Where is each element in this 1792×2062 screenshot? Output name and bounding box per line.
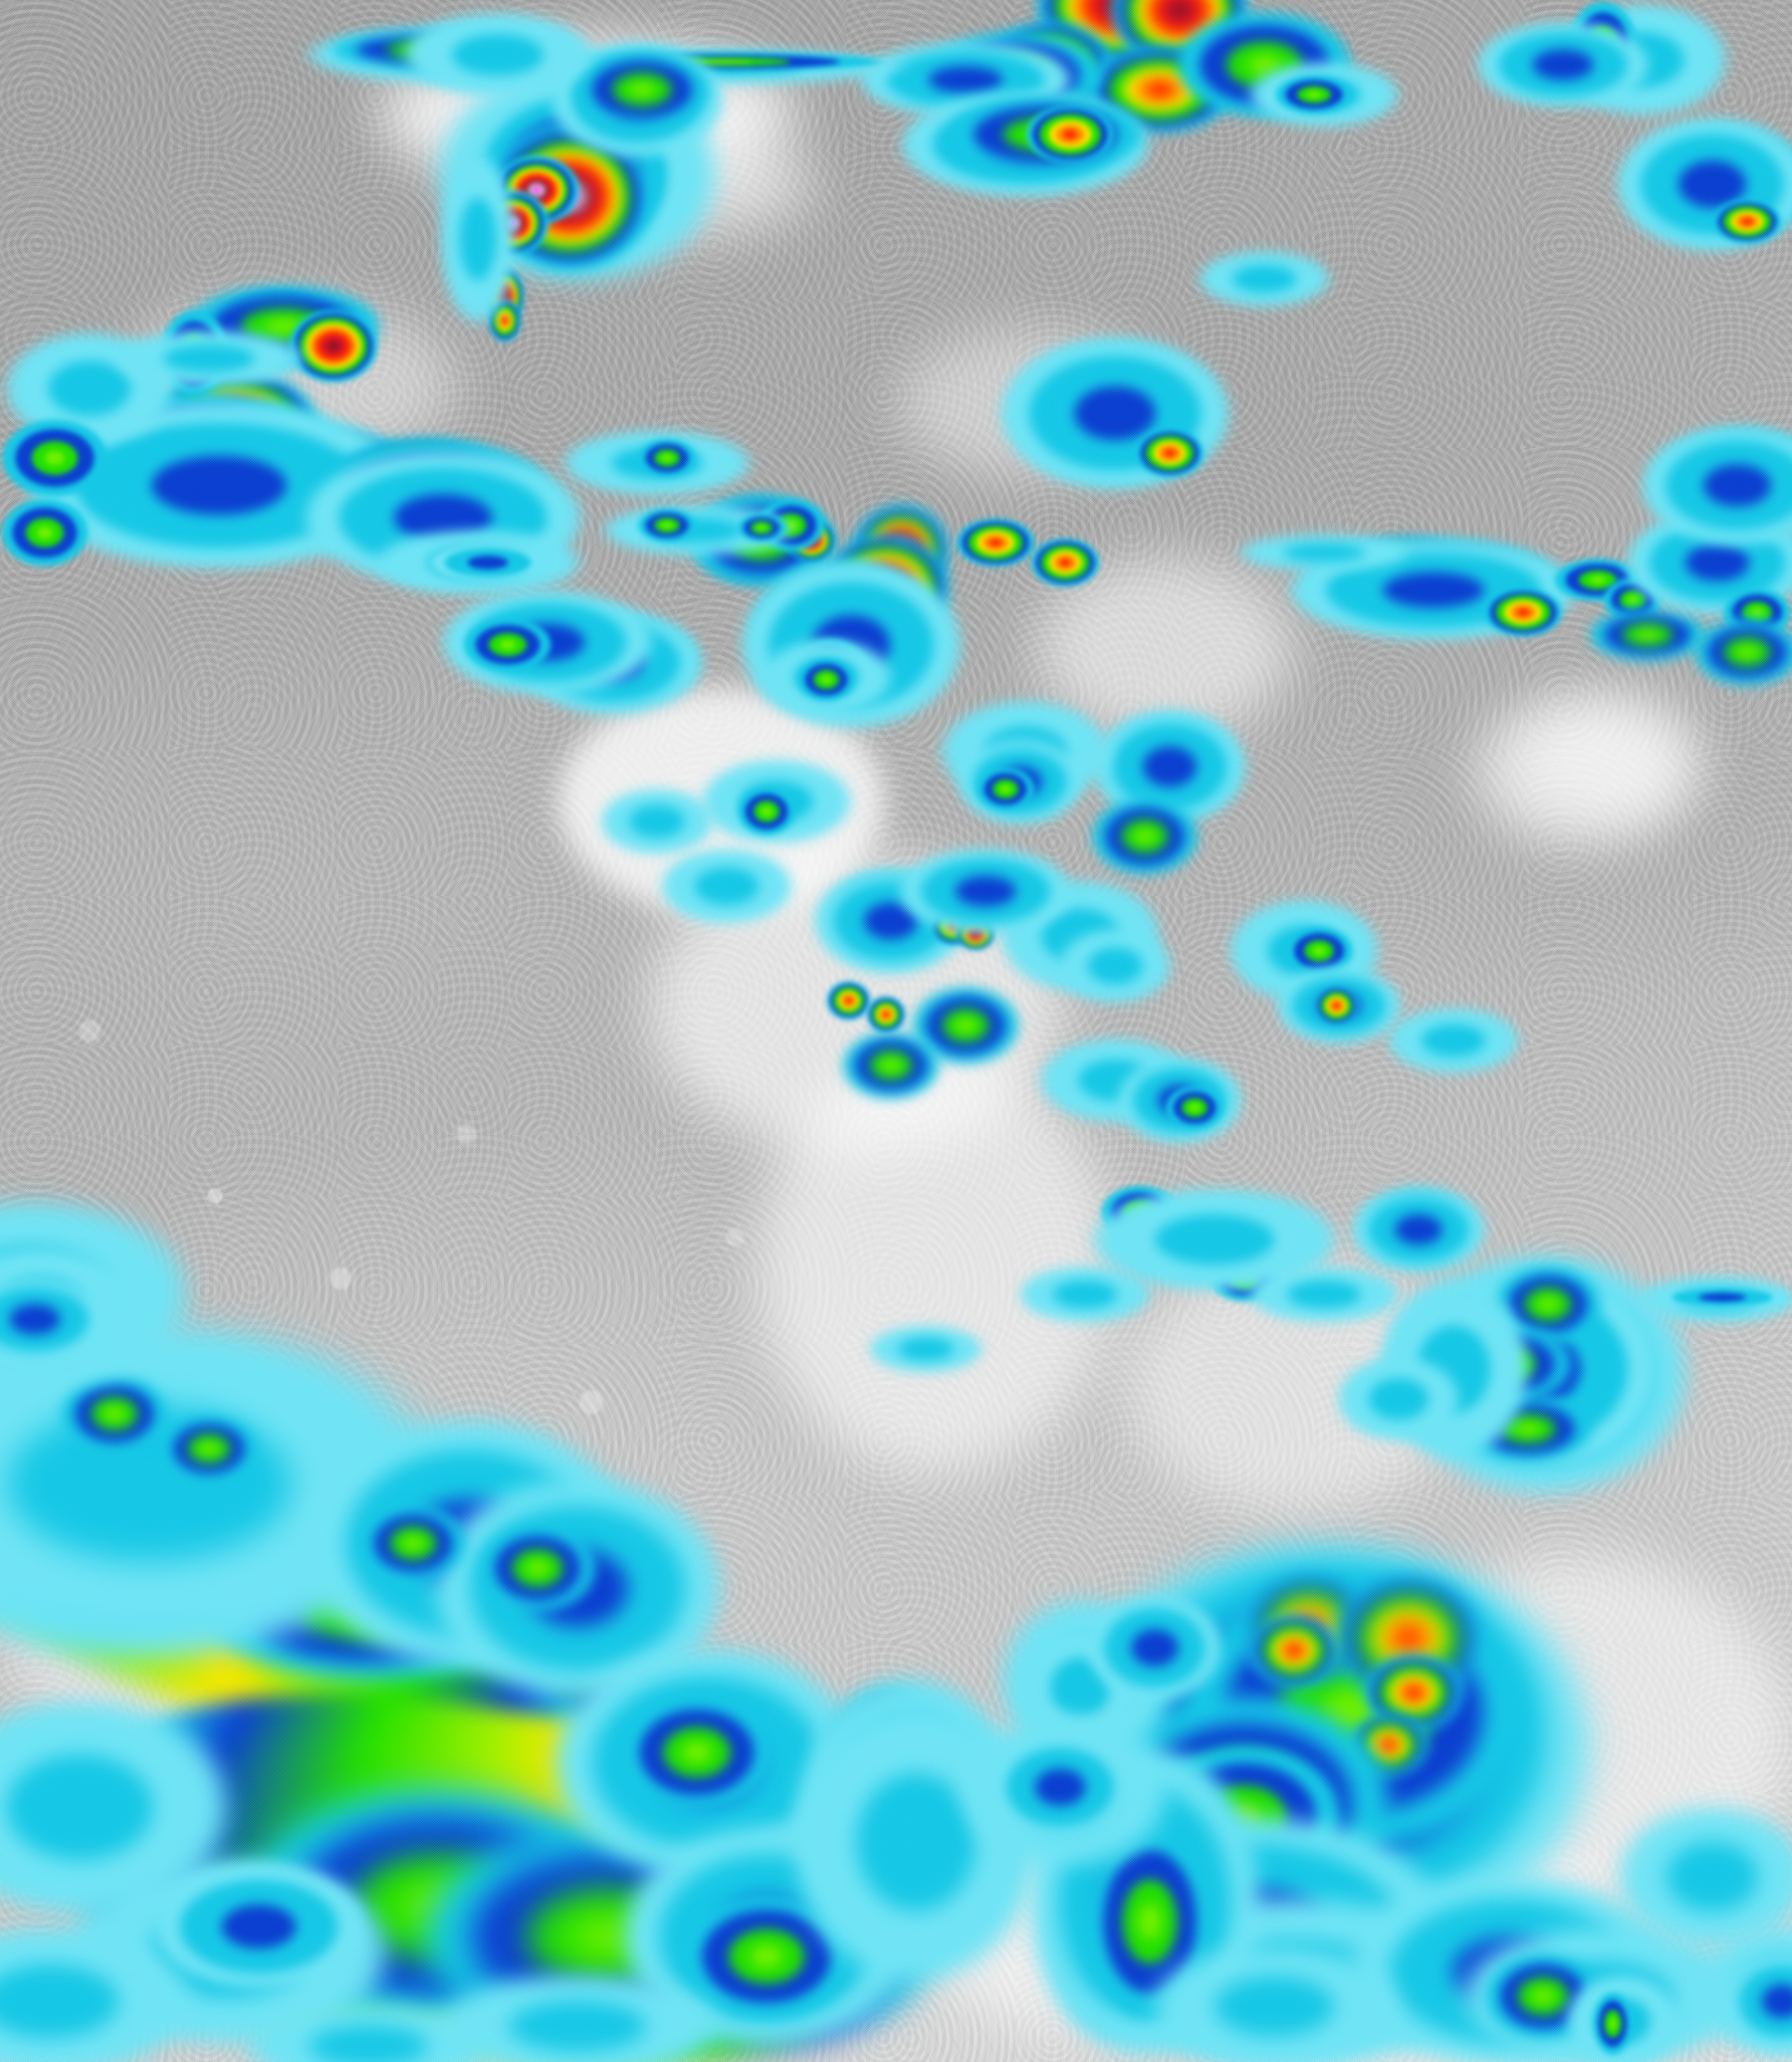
tropical-cyclone [398, 10, 727, 343]
north-convective-band [299, 0, 1354, 199]
island-chain-cells [866, 1185, 1488, 1374]
cloud-street-texture [0, 0, 1792, 2062]
satellite-image-frame [0, 0, 1792, 2062]
east-itcz-line [1234, 508, 1792, 687]
southwest-cloud-streets [0, 1195, 727, 2062]
west-convective-cluster [0, 284, 587, 597]
northeast-clusters [996, 0, 1792, 548]
ir-greyscale-base [0, 0, 1792, 2062]
southern-frontal-arc [786, 1663, 1792, 2062]
low-cloud-cellular-texture [0, 0, 1792, 2062]
mid-right-comma [1334, 1250, 1792, 1498]
south-cold-front [0, 1279, 950, 2062]
south-convective-mass [996, 1533, 1752, 2062]
itcz-cluster-band [438, 428, 1100, 732]
cirrus-shield-layer [0, 40, 1792, 2062]
limb-vignette [0, 0, 1792, 2062]
sensor-grain [0, 0, 1792, 2062]
scattered-cells [597, 637, 1523, 1145]
